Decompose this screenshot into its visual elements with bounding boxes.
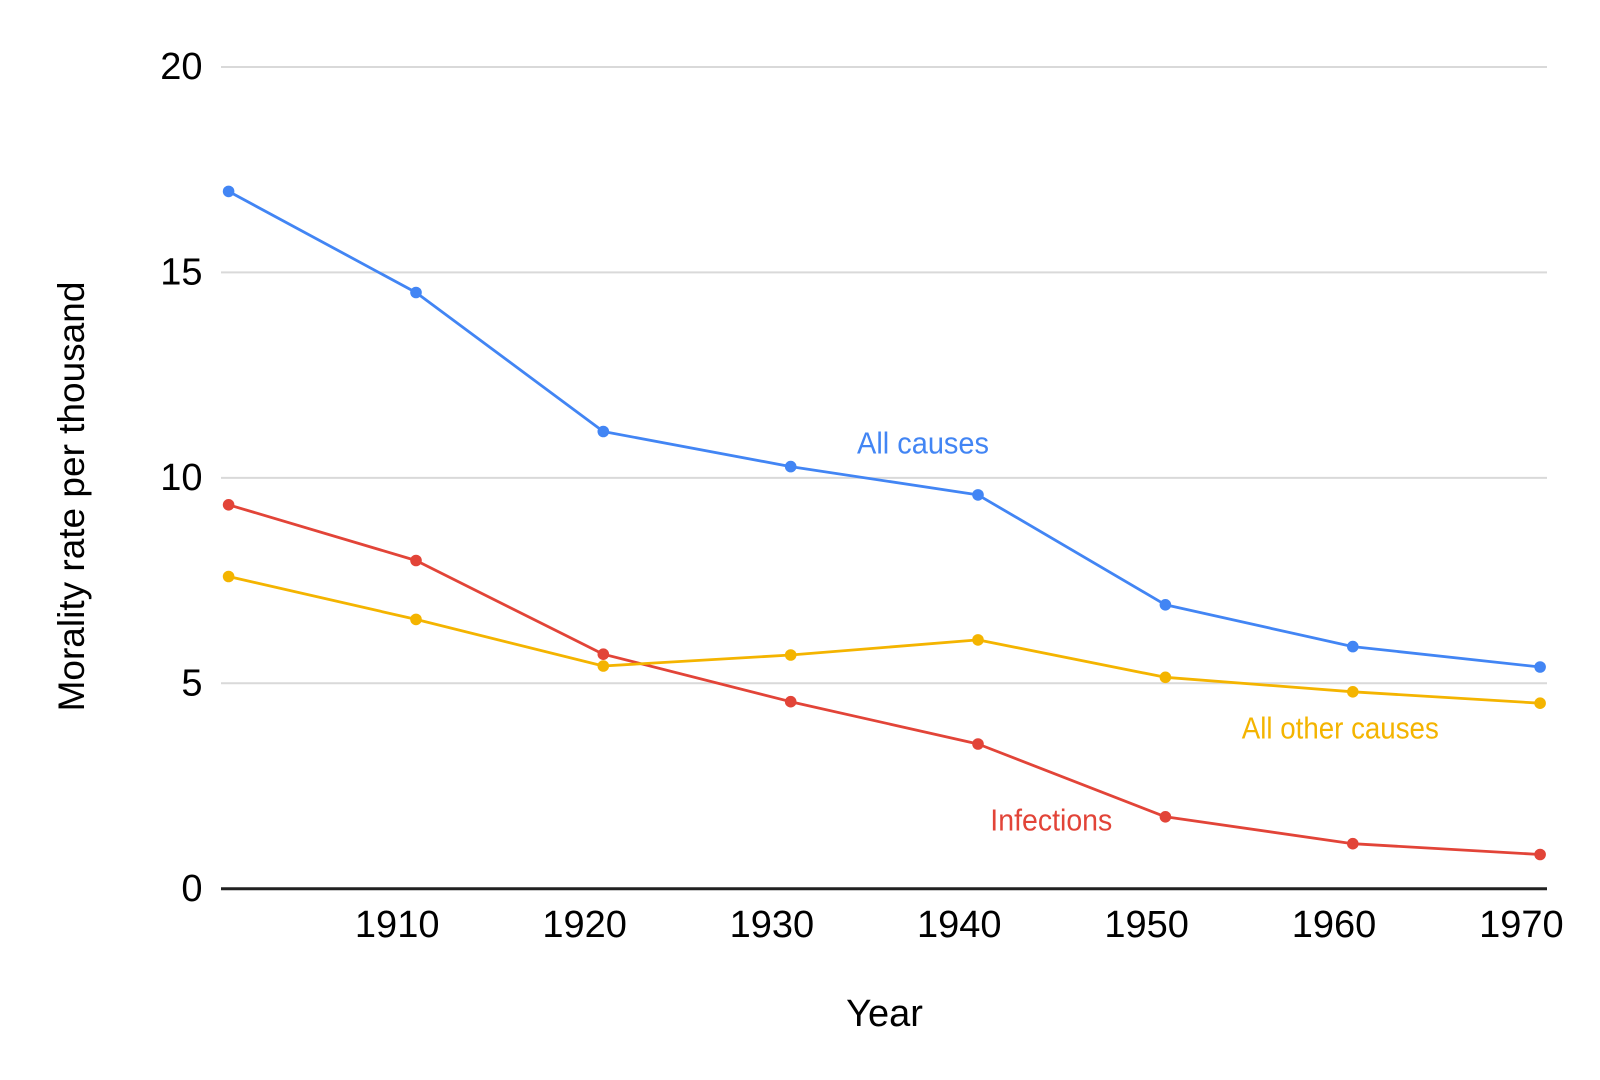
svg-text:Year: Year: [846, 993, 923, 1035]
svg-text:15: 15: [160, 251, 202, 293]
svg-text:All causes: All causes: [857, 426, 989, 461]
svg-text:1920: 1920: [542, 904, 627, 946]
svg-text:0: 0: [181, 868, 202, 910]
svg-text:1910: 1910: [355, 904, 440, 946]
svg-text:1940: 1940: [917, 904, 1002, 946]
svg-text:All other causes: All other causes: [1242, 710, 1439, 745]
svg-text:1930: 1930: [730, 904, 815, 946]
svg-text:5: 5: [181, 662, 202, 704]
svg-text:Morality rate per thousand: Morality rate per thousand: [51, 282, 92, 712]
svg-text:20: 20: [160, 46, 202, 88]
svg-text:1950: 1950: [1104, 904, 1189, 946]
svg-text:10: 10: [160, 457, 202, 499]
svg-text:Infections: Infections: [990, 803, 1112, 838]
svg-text:1960: 1960: [1292, 904, 1377, 946]
svg-text:1970: 1970: [1479, 904, 1564, 946]
